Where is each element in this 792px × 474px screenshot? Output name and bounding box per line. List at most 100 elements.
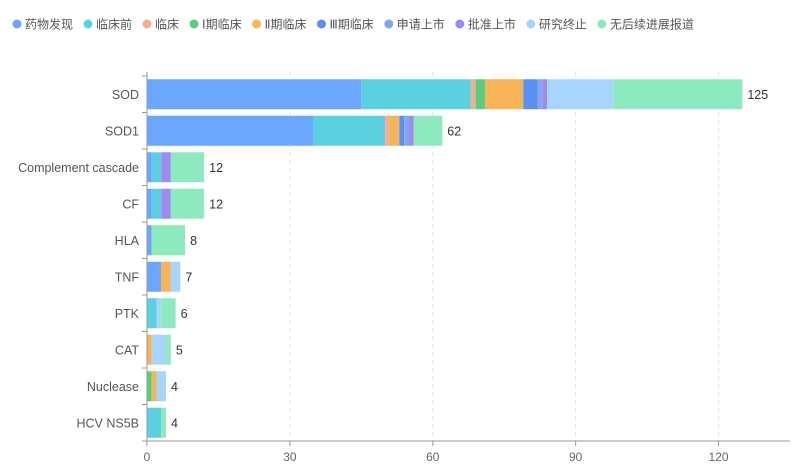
bar-segment[interactable] — [470, 79, 476, 110]
total-label: 6 — [181, 307, 188, 321]
bar-segment[interactable] — [161, 261, 171, 292]
bar-segment[interactable] — [542, 79, 548, 110]
bar-segment[interactable] — [170, 261, 181, 292]
bar-segment[interactable] — [151, 188, 162, 219]
x-tick-label: 90 — [569, 450, 583, 464]
legend-label: Ⅱ期临床 — [265, 18, 307, 32]
legend-label: 批准上市 — [468, 17, 516, 32]
bar-row: 125 — [147, 79, 768, 110]
bar-segment[interactable] — [156, 298, 162, 329]
bar-segment[interactable] — [413, 115, 443, 146]
bar-segment[interactable] — [385, 115, 390, 146]
legend-marker — [142, 19, 152, 29]
legend-label: 临床前 — [96, 17, 132, 32]
total-label: 12 — [209, 161, 223, 175]
bar-segment[interactable] — [170, 152, 205, 183]
legend-marker — [317, 19, 327, 29]
bar-segment[interactable] — [537, 79, 543, 110]
bar-segment[interactable] — [485, 79, 524, 110]
bar-segment[interactable] — [161, 407, 167, 438]
bar-segment[interactable] — [147, 261, 162, 292]
bar-segment[interactable] — [547, 79, 614, 110]
legend-label: 申请上市 — [397, 17, 445, 32]
bar-segment[interactable] — [147, 334, 152, 365]
legend-label: Ⅲ期临床 — [330, 18, 374, 32]
bar-segment[interactable] — [151, 334, 167, 365]
bar-segment[interactable] — [147, 115, 314, 146]
legend[interactable]: 药物发现 临床前 临床 Ⅰ期临床 Ⅱ期临床 Ⅲ期临床 申请上市 批准上市 研究终止 无后续进展报道 — [12, 17, 694, 32]
bar-segment[interactable] — [313, 115, 386, 146]
total-label: 4 — [171, 416, 178, 430]
category-label: CAT — [115, 343, 139, 357]
bar-segment[interactable] — [147, 188, 152, 219]
legend-item[interactable]: 无后续进展报道 — [597, 17, 694, 32]
legend-item[interactable]: 申请上市 — [384, 17, 445, 32]
legend-label: 临床 — [155, 18, 179, 32]
x-tick-label: 30 — [283, 450, 297, 464]
bar-segment[interactable] — [147, 225, 152, 256]
legend-label: 无后续进展报道 — [610, 17, 694, 32]
bar-segment[interactable] — [361, 79, 471, 110]
legend-item[interactable]: 批准上市 — [455, 17, 516, 32]
bar-segment[interactable] — [166, 334, 171, 365]
bar-segment[interactable] — [170, 188, 205, 219]
bar-row: 4 — [147, 371, 178, 402]
bar-segment[interactable] — [147, 152, 152, 183]
total-label: 125 — [747, 88, 768, 102]
bar-segment[interactable] — [156, 371, 167, 402]
legend-item[interactable]: 临床前 — [83, 17, 133, 32]
category-label: HLA — [115, 234, 140, 248]
legend-item[interactable]: Ⅲ期临床 — [317, 18, 374, 32]
bar-segment[interactable] — [147, 79, 362, 110]
legend-item[interactable]: 研究终止 — [526, 17, 587, 32]
legend-label: Ⅰ期临床 — [202, 18, 242, 32]
bar-row: 7 — [147, 261, 192, 292]
bar-segment[interactable] — [151, 152, 162, 183]
bar-row: 4 — [147, 407, 178, 438]
legend-marker — [83, 19, 93, 29]
bar-segment[interactable] — [523, 79, 538, 110]
legend-marker — [455, 19, 465, 29]
total-label: 7 — [185, 270, 192, 284]
bar-segment[interactable] — [161, 188, 171, 219]
total-label: 62 — [447, 124, 461, 138]
bar-segment[interactable] — [147, 407, 162, 438]
category-label: TNF — [115, 270, 140, 284]
bar-segment[interactable] — [161, 298, 176, 329]
total-label: 4 — [171, 380, 178, 394]
legend-marker — [252, 19, 262, 29]
bar-segment[interactable] — [147, 371, 152, 402]
legend-label: 药物发现 — [25, 17, 73, 32]
x-tick-label: 120 — [709, 450, 729, 464]
legend-item[interactable]: 临床 — [142, 18, 180, 32]
legend-marker — [597, 19, 607, 29]
bar-segment[interactable] — [151, 225, 186, 256]
category-label: SOD — [112, 88, 139, 102]
bar-segment[interactable] — [475, 79, 486, 110]
legend-marker — [526, 19, 536, 29]
total-label: 8 — [190, 234, 197, 248]
legend-item[interactable]: 药物发现 — [12, 17, 74, 32]
total-label: 12 — [209, 197, 223, 211]
bar-segment[interactable] — [151, 371, 157, 402]
bars: 125 62 12 12 8 7 6 5 4 4 — [147, 79, 768, 438]
bar-segment[interactable] — [389, 115, 400, 146]
bar-row: 12 — [147, 152, 223, 183]
legend-item[interactable]: Ⅰ期临床 — [189, 18, 242, 32]
category-label: PTK — [115, 307, 140, 321]
legend-item[interactable]: Ⅱ期临床 — [252, 18, 307, 32]
bar-segment[interactable] — [147, 298, 157, 329]
x-tick-label: 0 — [144, 450, 151, 464]
bar-segment[interactable] — [408, 115, 414, 146]
legend-label: 研究终止 — [539, 17, 587, 32]
bar-segment[interactable] — [613, 79, 743, 110]
bar-segment[interactable] — [399, 115, 405, 146]
category-label: Complement cascade — [18, 161, 139, 175]
category-label: CF — [122, 197, 139, 211]
category-label: SOD1 — [105, 124, 139, 138]
bar-segment[interactable] — [404, 115, 409, 146]
bar-segment[interactable] — [161, 152, 171, 183]
category-label: HCV NS5B — [76, 416, 139, 430]
